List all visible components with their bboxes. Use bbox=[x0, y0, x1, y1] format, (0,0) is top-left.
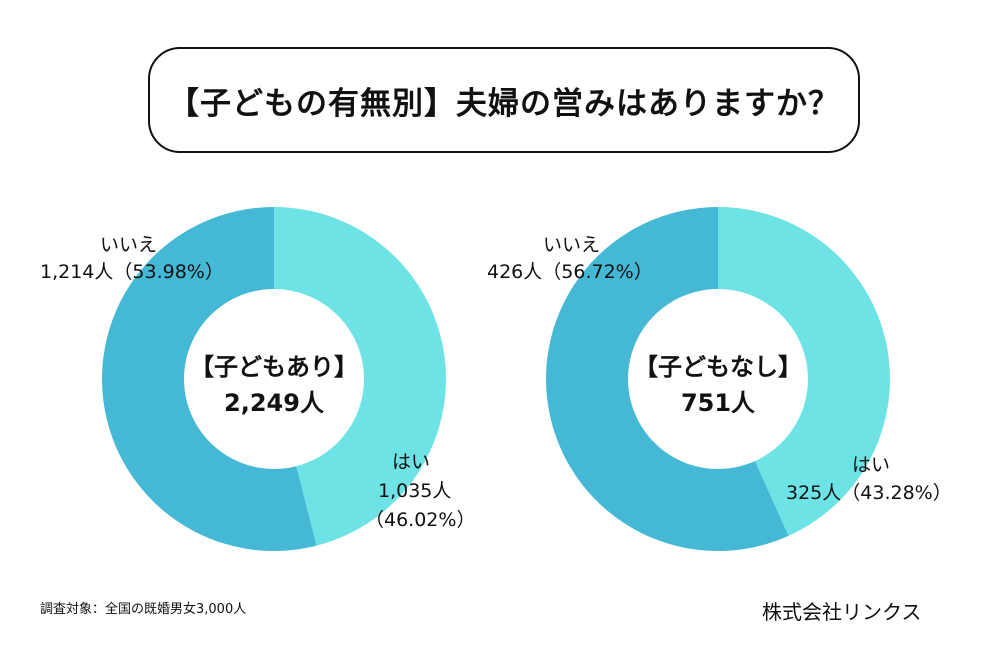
label-no-2: いいえ bbox=[543, 232, 600, 259]
center-total: 2,249人 bbox=[224, 389, 324, 417]
slice-name: はい bbox=[852, 454, 891, 476]
donut-1-slice-no bbox=[101, 207, 317, 551]
slice-count: 1,214人 bbox=[40, 261, 114, 283]
slice-count: 325人 bbox=[786, 482, 842, 504]
slice-name: はい bbox=[392, 451, 431, 473]
slice-percent: （43.28%） bbox=[841, 482, 952, 504]
slice-name: いいえ bbox=[543, 234, 601, 256]
label-no-1-value: 1,214人（53.98%） bbox=[40, 259, 224, 286]
label-yes-1-count: 1,035人 bbox=[378, 478, 451, 505]
slice-percent: （46.02%） bbox=[365, 509, 476, 531]
survey-note: 調査対象：全国の既婚男女3,000人 bbox=[40, 602, 247, 617]
donut-1-slice-yes bbox=[274, 207, 446, 546]
center-label-2: 【子どもなし】 751人 bbox=[618, 349, 818, 421]
label-yes-2-value: 325人（43.28%） bbox=[786, 480, 952, 507]
label-yes-1-percent: （46.02%） bbox=[365, 507, 475, 534]
label-no-1: いいえ bbox=[100, 232, 157, 259]
donut-2-slice-no bbox=[546, 207, 789, 551]
center-total: 751人 bbox=[680, 389, 756, 417]
label-yes-1: はい bbox=[392, 449, 430, 476]
center-label-1: 【子どもあり】 2,249人 bbox=[174, 349, 374, 421]
slice-count: 426人 bbox=[487, 261, 543, 283]
center-category: 【子どもあり】 bbox=[190, 353, 358, 381]
slice-count: 1,035人 bbox=[378, 480, 452, 502]
title-box: 【子どもの有無別】夫婦の営みはありますか？ bbox=[148, 47, 860, 153]
donut-2-slice-yes bbox=[718, 207, 891, 536]
slice-percent: （56.72%） bbox=[542, 261, 653, 283]
center-category: 【子どもなし】 bbox=[634, 353, 802, 381]
slice-percent: （53.98%） bbox=[113, 261, 224, 283]
company-name: 株式会社リンクス bbox=[762, 600, 922, 624]
chart-title: 【子どもの有無別】夫婦の営みはありますか？ bbox=[168, 85, 840, 122]
label-no-2-value: 426人（56.72%） bbox=[487, 259, 653, 286]
slice-name: いいえ bbox=[100, 234, 158, 256]
label-yes-2: はい bbox=[852, 452, 890, 479]
